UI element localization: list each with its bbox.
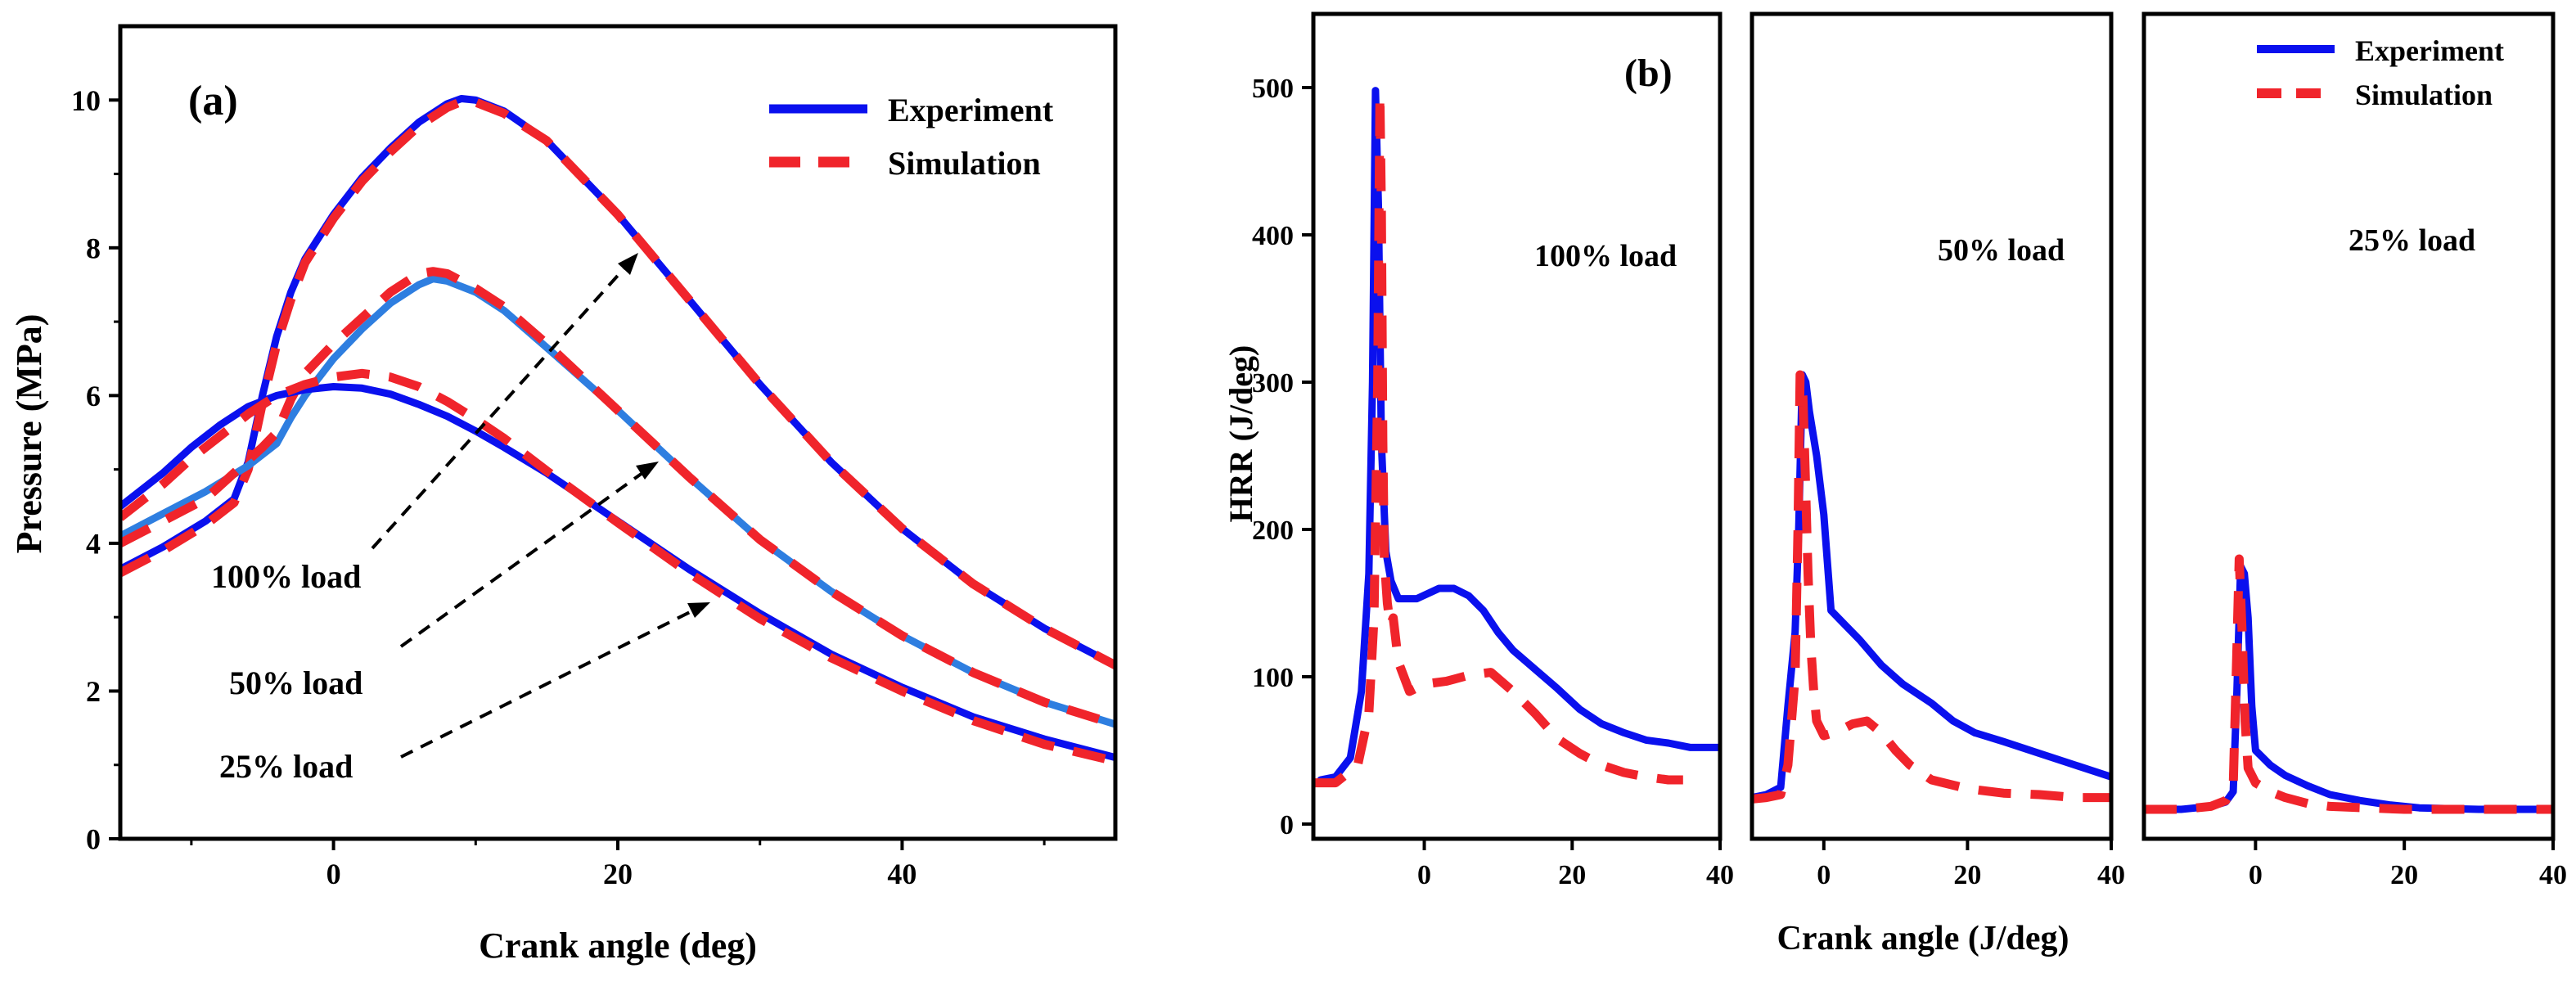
b1-y-tick-label: 200 <box>1252 516 1294 546</box>
arrow-50-load-head <box>636 462 659 480</box>
b1-plot-frame <box>1311 11 1723 841</box>
a-x-tick-label: 20 <box>603 858 633 890</box>
b1-y-tick-label: 0 <box>1280 810 1294 840</box>
legend-a: Experiment Simulation <box>769 92 1054 182</box>
a-plot-frame <box>118 24 1118 841</box>
a-y-tick-label: 8 <box>86 232 101 264</box>
b3-series-simulation <box>2144 554 2553 814</box>
annotation-arrows <box>371 253 710 759</box>
panel-a-chart: 0 20 40 0 2 4 6 8 10 (a) Crank angle (deg) Press… <box>9 24 1118 966</box>
arrow-100-load-head <box>618 253 638 275</box>
legend-a-simulation-label: Simulation <box>888 145 1041 182</box>
panel-b-25-load-plot: 0 20 40 <box>2141 11 2567 890</box>
annotation-b-25-load: 25% load <box>2349 223 2475 258</box>
a-y-tick-label: 6 <box>86 380 101 412</box>
b1-series-experiment <box>1317 87 1720 784</box>
arrow-25-load-head <box>687 602 710 618</box>
b1-y-tick-label: 100 <box>1252 663 1294 693</box>
b1-y-tick-label: 300 <box>1252 368 1294 399</box>
b2-series-experiment <box>1752 371 2111 802</box>
b1-x-tick-label: 0 <box>1417 860 1431 890</box>
b3-x-tick-label: 20 <box>2390 860 2418 890</box>
a-series-simulation-25-load <box>120 368 1115 766</box>
a-y-tick-label: 0 <box>86 823 101 856</box>
a-series-simulation-100-load <box>120 97 1115 669</box>
b3-x-tick-label: 0 <box>2249 860 2263 890</box>
annotation-25-load: 25% load <box>219 748 353 785</box>
b3-series-experiment <box>2144 562 2553 813</box>
b2-series-simulation <box>1752 370 2111 804</box>
annotation-b-50-load: 50% load <box>1938 233 2065 268</box>
b3-plot-frame <box>2141 11 2556 841</box>
b1-y-tick-label: 500 <box>1252 74 1294 104</box>
panel-a-plot-area: 0 20 40 0 2 4 6 8 10 <box>71 24 1118 890</box>
annotation-100-load: 100% load <box>211 558 361 595</box>
a-series-experiment-50-load <box>120 275 1115 728</box>
a-y-tick-label: 4 <box>86 528 101 561</box>
panel-b-50-load-plot: 0 20 40 <box>1750 11 2125 890</box>
b1-series-simulation <box>1313 90 1683 788</box>
panel-a-xlabel: Crank angle (deg) <box>479 926 757 966</box>
legend-a-experiment-label: Experiment <box>888 92 1054 128</box>
arrow-100-load <box>371 260 632 550</box>
b1-x-tick-label: 40 <box>1706 860 1734 890</box>
a-y-tick-label: 10 <box>71 84 101 117</box>
panel-a-label: (a) <box>188 78 238 124</box>
b1-x-tick-label: 20 <box>1558 860 1586 890</box>
a-x-tick-label: 0 <box>327 858 341 890</box>
b2-x-tick-label: 40 <box>2097 860 2125 890</box>
legend-b-simulation-label: Simulation <box>2355 79 2493 111</box>
panel-b-xlabel: Crank angle (J/deg) <box>1777 920 2069 957</box>
b2-x-tick-label: 20 <box>1953 860 1981 890</box>
legend-b-experiment-label: Experiment <box>2355 34 2504 67</box>
b1-y-tick-label: 400 <box>1252 221 1294 251</box>
a-series-simulation-50-load <box>120 267 1115 729</box>
b2-plot-frame <box>1750 11 2114 841</box>
a-y-tick-label: 2 <box>86 675 101 708</box>
b3-x-tick-label: 40 <box>2539 860 2567 890</box>
panel-a-ylabel: Pressure (MPa) <box>9 314 49 554</box>
b2-x-tick-label: 0 <box>1817 860 1831 890</box>
panel-b-label: (b) <box>1624 52 1673 95</box>
a-x-tick-label: 40 <box>887 858 916 890</box>
annotation-50-load: 50% load <box>229 664 363 701</box>
arrow-25-load <box>400 606 700 759</box>
annotation-b-100-load: 100% load <box>1534 239 1677 273</box>
arrow-50-load <box>399 467 650 648</box>
legend-b: Experiment Simulation <box>2257 34 2504 111</box>
panel-b-ylabel: HRR (J/deg) <box>1223 345 1259 523</box>
